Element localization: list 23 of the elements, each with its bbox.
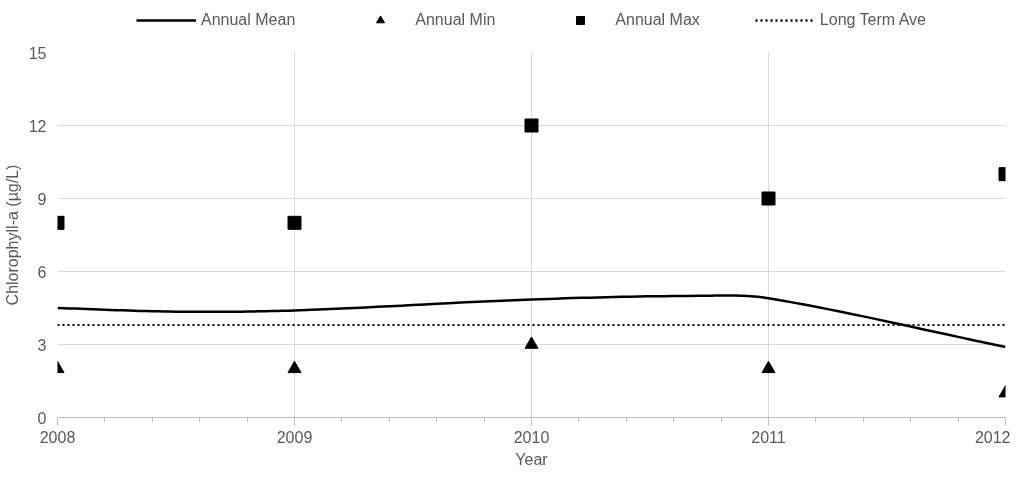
y-tick-label: 12: [28, 117, 47, 135]
legend-label: Long Term Ave: [819, 11, 926, 29]
y-tick-label: 3: [37, 336, 47, 354]
point: [287, 215, 302, 230]
y-tick-label: 9: [37, 190, 47, 208]
point: [524, 118, 539, 133]
y-tick-label: 15: [28, 44, 47, 62]
point: [761, 191, 776, 206]
point: [761, 360, 776, 374]
x-axis-title: Year: [515, 450, 549, 468]
x-tick-label: 2008: [39, 428, 76, 446]
x-tick-label: 2012: [974, 428, 1011, 446]
legend-label: Annual Min: [415, 11, 496, 29]
x-tick-label: 2009: [276, 428, 313, 446]
x-tick-label: 2011: [751, 428, 786, 446]
y-axis-title: Chlorophyll-a (µg/L): [3, 164, 21, 306]
legend-label: Annual Mean: [201, 11, 296, 29]
point: [524, 336, 539, 349]
y-tick-label: 6: [37, 263, 47, 281]
y-tick-label: 0: [37, 409, 47, 427]
legend-label: Annual Max: [615, 11, 700, 29]
x-tick-label: 2010: [513, 428, 550, 446]
point: [287, 360, 302, 374]
